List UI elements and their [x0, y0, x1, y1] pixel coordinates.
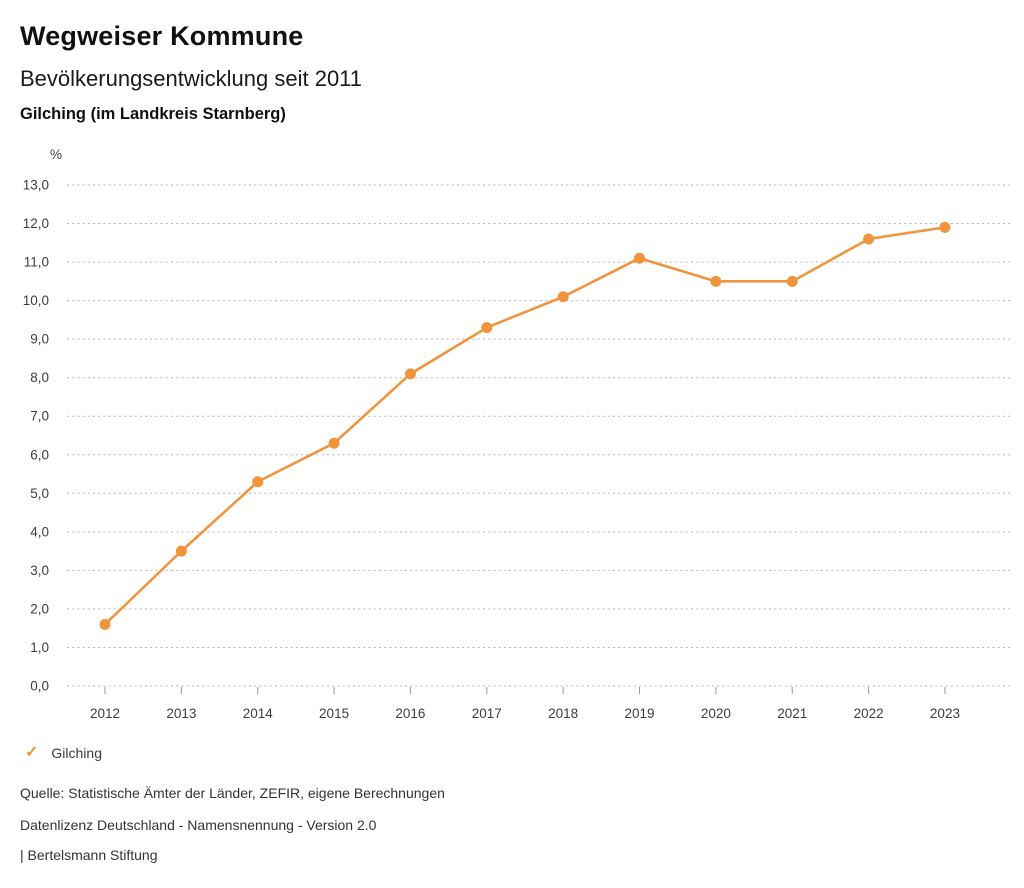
chart-subtitle: Bevölkerungsentwicklung seit 2011 — [20, 66, 363, 91]
data-point-2018[interactable] — [557, 291, 569, 303]
legend-item-gilching[interactable]: ✓ Gilching — [25, 744, 102, 762]
y-axis-tick-label: 8,0 — [30, 370, 49, 385]
y-axis-tick-label: 9,0 — [30, 332, 49, 347]
data-point-2023[interactable] — [939, 221, 951, 233]
x-axis-tick-label: 2021 — [777, 706, 807, 721]
legend-check-icon: ✓ — [25, 744, 39, 761]
data-point-2012[interactable] — [99, 618, 111, 630]
data-point-2016[interactable] — [404, 368, 416, 380]
data-point-2022[interactable] — [863, 233, 875, 245]
y-axis-tick-label: 5,0 — [30, 486, 49, 501]
chart-location: Gilching (im Landkreis Starnberg) — [20, 105, 286, 123]
y-axis-tick-label: 6,0 — [30, 447, 49, 462]
x-axis-tick-label: 2018 — [548, 706, 578, 721]
y-axis-tick-label: 12,0 — [23, 216, 49, 231]
legend-label: Gilching — [51, 745, 102, 761]
attribution-text: | Bertelsmann Stiftung — [20, 847, 158, 863]
y-axis-tick-label: 2,0 — [30, 601, 49, 616]
data-point-2020[interactable] — [710, 275, 722, 287]
data-point-2019[interactable] — [634, 252, 646, 264]
x-axis-tick-label: 2013 — [166, 706, 196, 721]
source-text: Quelle: Statistische Ämter der Länder, Z… — [20, 785, 445, 801]
x-axis-tick-label: 2012 — [90, 706, 120, 721]
x-axis-tick-label: 2022 — [854, 706, 884, 721]
x-axis-tick-label: 2014 — [243, 706, 274, 721]
y-axis-tick-label: 13,0 — [23, 178, 49, 193]
x-axis-tick-label: 2017 — [472, 706, 502, 721]
y-axis-tick-label: 10,0 — [23, 293, 49, 308]
data-point-2013[interactable] — [175, 545, 187, 557]
x-axis-tick-label: 2019 — [624, 706, 654, 721]
population-line-chart: 0,0 1,0 2,0 3,0 4,0 5,0 6,0 7,0 8,0 9,0 10,0 11,0 12… — [23, 147, 1010, 721]
data-point-2014[interactable] — [252, 476, 264, 488]
data-point-2017[interactable] — [481, 322, 493, 334]
data-point-2021[interactable] — [786, 275, 798, 287]
license-text: Datenlizenz Deutschland - Namensnennung … — [20, 817, 377, 833]
x-axis-tick-label: 2020 — [701, 706, 731, 721]
data-point-2015[interactable] — [328, 437, 340, 449]
x-axis-tick-label: 2016 — [395, 706, 425, 721]
y-axis-tick-label: 4,0 — [30, 524, 49, 539]
y-axis-tick-label: 11,0 — [24, 255, 49, 270]
y-axis-tick-label: 1,0 — [30, 640, 49, 655]
x-axis-tick-label: 2015 — [319, 706, 349, 721]
y-axis-tick-label: 7,0 — [30, 409, 49, 424]
x-axis-tick-label: 2023 — [930, 706, 960, 721]
y-axis-tick-label: 3,0 — [30, 563, 49, 578]
series-line-gilching — [103, 226, 947, 626]
y-axis-unit-label: % — [50, 147, 62, 162]
page-title: Wegweiser Kommune — [20, 21, 304, 51]
y-axis-tick-label: 0,0 — [30, 679, 49, 694]
